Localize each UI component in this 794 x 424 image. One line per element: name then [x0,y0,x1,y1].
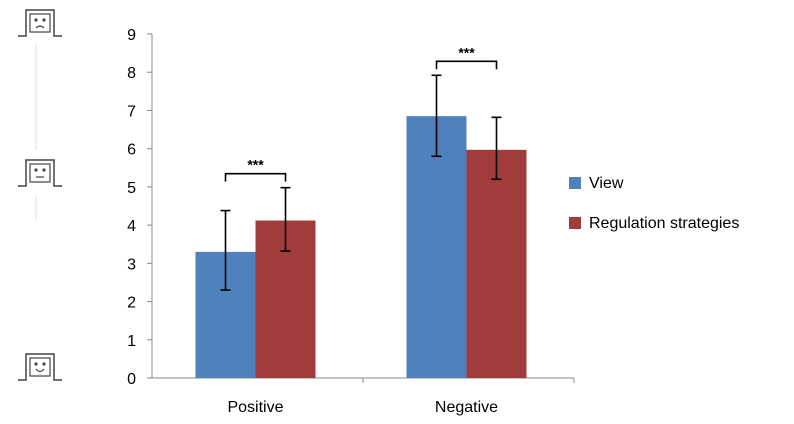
significance-bracket [224,172,287,182]
neutral-face-icon [18,159,62,187]
icon-head [29,13,51,33]
y-tick-label: 0 [127,371,136,388]
valence-icons [18,9,62,381]
icon-head [29,357,51,377]
legend-label: Regulation strategies [589,215,739,232]
significance-bracket [435,60,498,70]
sad-face-icon [18,9,62,37]
y-tick-label: 4 [127,218,136,235]
legend: View Regulation strategies [569,175,739,232]
y-tick-label: 5 [127,180,136,197]
legend-swatch [569,177,581,189]
icon-frame [18,353,62,381]
bar-regulation-strategies [466,149,527,378]
error-bars [220,74,502,291]
y-tick-label: 1 [127,333,136,350]
significance-label: *** [247,157,264,173]
icon-eye [34,362,38,366]
bars [195,116,527,378]
icon-mouth [35,368,45,373]
y-tick-label: 6 [127,142,136,159]
icon-frame [18,9,62,37]
icon-mouth [35,25,45,29]
icon-frame [18,159,62,187]
significance-label: *** [458,44,475,60]
icon-eye [34,168,38,172]
bar-view [406,116,467,378]
happy-face-icon [18,353,62,381]
icon-eye [34,18,38,22]
x-category-label: Positive [227,399,283,416]
y-tick-label: 3 [127,256,136,273]
significance-markers: *** *** [224,44,498,182]
y-tick-label: 8 [127,65,136,82]
icon-eye [42,168,46,172]
legend-swatch [569,217,581,229]
y-tick-label: 7 [127,103,136,120]
x-category-label: Negative [435,399,498,416]
icon-eye [42,18,46,22]
y-tick-label: 9 [127,27,136,44]
axes: 0 1 2 3 4 5 6 7 8 9 Positive Negative [127,27,575,416]
legend-label: View [589,175,624,192]
y-tick-label: 2 [127,295,136,312]
icon-head [29,163,51,183]
icon-eye [42,362,46,366]
